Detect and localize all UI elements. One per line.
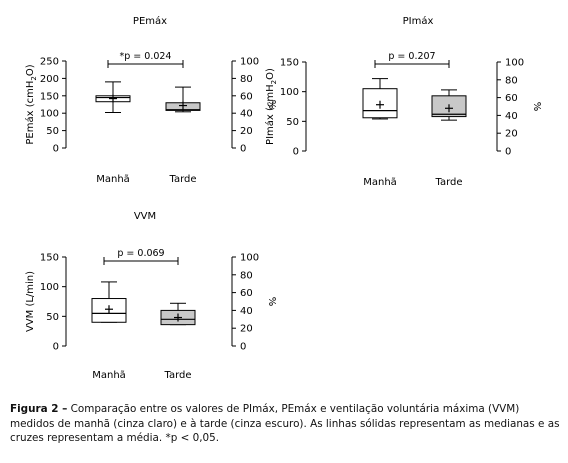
y-tick-label: 100 [280,87,299,98]
x-category-label: Manhã [96,174,130,185]
y2-tick-label: 60 [505,93,518,104]
y2-tick-label: 0 [240,342,246,353]
y-axis-label-part: 2 [30,76,38,80]
figure-caption: Figura 2 – Comparação entre os valores d… [10,402,562,446]
x-category-label: Manhã [363,177,397,188]
y2-axis-label: % [531,102,542,112]
y2-axis-label: % [266,100,277,110]
y2-tick-label: 80 [505,75,518,86]
y-tick-label: 0 [53,144,59,155]
y-tick-label: 250 [40,57,59,68]
y-tick-label: 50 [46,126,59,137]
caption-text: Comparação entre os valores de PImáx, PE… [10,403,560,444]
y2-tick-label: 0 [240,144,246,155]
y-tick-label: 100 [40,282,59,293]
y-axis-label-part: PEmáx (cmH [24,81,36,145]
p-value-label: p = 0.069 [117,248,164,259]
y2-tick-label: 40 [505,111,518,122]
y2-axis-label: % [266,297,277,307]
x-category-label: Manhã [92,370,126,381]
y-axis-label-part: VVM (L/min) [25,271,36,332]
y2-tick-label: 100 [505,58,524,69]
y2-tick-label: 40 [240,109,253,120]
y-tick-label: 150 [40,253,59,264]
y2-tick-label: 100 [240,57,259,68]
y-tick-label: 0 [293,147,299,158]
y2-tick-label: 20 [240,126,253,137]
chart-title: PEmáx [133,15,167,27]
y-axis-label: VVM (L/min) [25,271,36,332]
box-manha [91,281,127,323]
y2-tick-label: 80 [240,74,253,85]
p-value-label: *p = 0.024 [120,51,172,62]
y-tick-label: 0 [53,342,59,353]
y-tick-label: 50 [286,117,299,128]
y2-tick-label: 40 [240,306,253,317]
y-tick-label: 150 [40,91,59,102]
y-tick-label: 50 [46,312,59,323]
y-tick-label: 200 [40,74,59,85]
y-axis-label: PImáx (cmH2O) [264,68,278,145]
p-value-label: p = 0.207 [388,51,435,62]
chart-title: VVM [134,211,156,222]
chart-title: PImáx [403,15,434,27]
y-axis-label-part: PImáx (cmH [264,84,276,145]
y2-tick-label: 100 [240,253,259,264]
box-manha [362,78,398,120]
y2-tick-label: 20 [240,324,253,335]
box-manha [95,81,131,114]
y2-tick-label: 0 [505,147,511,158]
y-axis-label-part: O) [25,64,36,76]
y-axis-label-part: 2 [270,80,278,84]
box-tarde [165,86,201,113]
y-tick-label: 100 [40,109,59,120]
chart-3: VVM 0 50 100 150 VVM (L/min) 0 20 40 60 80 100% Manh… [25,211,277,381]
x-category-label: Tarde [434,177,462,188]
x-category-label: Tarde [163,370,191,381]
y-tick-label: 150 [280,58,299,69]
y2-tick-label: 20 [505,129,518,140]
box-tarde [431,89,467,121]
y-axis-label-part: O) [265,68,276,80]
box-tarde [160,302,196,326]
y2-tick-label: 60 [240,91,253,102]
y-axis-label: PEmáx (cmH2O) [24,64,38,144]
y2-tick-label: 60 [240,288,253,299]
y2-tick-label: 80 [240,270,253,281]
caption-label: Figura 2 – [10,403,68,415]
x-category-label: Tarde [168,174,196,185]
